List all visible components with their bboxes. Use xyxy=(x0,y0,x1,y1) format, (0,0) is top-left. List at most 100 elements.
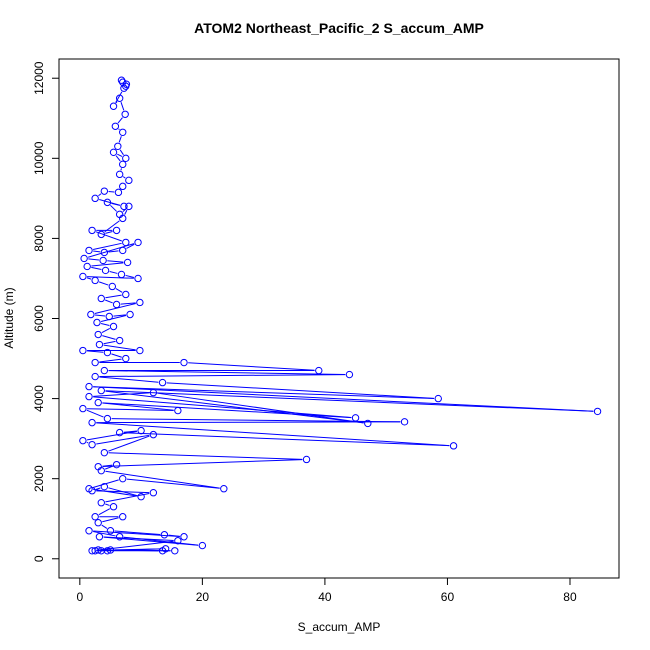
data-point xyxy=(91,547,99,555)
series-segment xyxy=(102,402,352,419)
data-point xyxy=(137,493,145,501)
data-point xyxy=(122,80,131,88)
data-point xyxy=(94,330,102,339)
series-segment xyxy=(86,409,104,418)
data-point xyxy=(87,310,95,319)
series-segment xyxy=(103,536,174,542)
series-segment xyxy=(105,470,220,489)
data-point xyxy=(101,266,110,275)
y-axis: 0 2000 4000 6000 8000 10000 12000 xyxy=(32,61,60,562)
data-point xyxy=(115,336,124,345)
data-point xyxy=(345,370,354,379)
data-point xyxy=(111,122,120,130)
chart-title: ATOM2 Northeast_Pacific_2 S_accum_AMP xyxy=(194,20,484,36)
data-point xyxy=(79,436,87,445)
y-tick-label: 0 xyxy=(32,555,46,562)
data-point xyxy=(106,527,115,535)
series-segment xyxy=(126,243,135,249)
data-point xyxy=(105,312,113,321)
data-point xyxy=(198,541,207,550)
data-point xyxy=(122,154,130,163)
series-segment xyxy=(117,117,123,124)
series-segment xyxy=(101,328,111,334)
data-point xyxy=(85,246,93,255)
series-segment xyxy=(125,274,135,278)
series-segment xyxy=(99,376,159,383)
series-segment xyxy=(86,277,92,280)
data-point xyxy=(174,406,182,415)
data-point xyxy=(100,482,109,491)
data-point xyxy=(103,414,112,423)
series-segment xyxy=(108,250,119,253)
series-segment xyxy=(115,101,118,104)
data-point xyxy=(97,230,105,239)
series-segment xyxy=(119,149,124,156)
data-point xyxy=(351,414,360,422)
data-point xyxy=(100,187,109,195)
series-segment xyxy=(110,204,118,212)
series-segment xyxy=(93,488,138,497)
data-point xyxy=(109,102,118,110)
series-segment xyxy=(166,382,435,399)
data-point xyxy=(149,489,158,497)
data-point xyxy=(91,513,99,521)
series-segment xyxy=(124,209,128,215)
data-point xyxy=(88,440,96,449)
series-segment xyxy=(99,358,122,363)
series-segment xyxy=(102,402,174,411)
data-point xyxy=(94,398,102,407)
series-segment xyxy=(105,230,113,234)
series-segment xyxy=(115,91,123,103)
series-segment xyxy=(122,176,126,179)
series-segment xyxy=(103,344,136,351)
series-segment xyxy=(105,493,150,503)
series-segment xyxy=(111,353,122,358)
y-tick-label: 6000 xyxy=(32,305,46,332)
data-point xyxy=(91,276,99,285)
series-segment xyxy=(117,153,123,157)
data-point xyxy=(109,148,118,157)
series-segment xyxy=(93,386,594,412)
series-segment xyxy=(103,340,116,345)
data-point xyxy=(122,238,130,247)
series-segment xyxy=(102,517,119,523)
series-segment xyxy=(96,422,450,447)
series-segment xyxy=(105,465,113,470)
data-point xyxy=(97,466,105,475)
series-segment xyxy=(108,452,303,460)
data-point xyxy=(119,128,127,136)
x-tick-label: 80 xyxy=(563,590,577,604)
x-axis-label: S_accum_AMP xyxy=(298,620,381,634)
data-point xyxy=(85,392,93,401)
data-point xyxy=(109,503,118,511)
series-segment xyxy=(99,374,346,378)
series-segment xyxy=(102,459,303,468)
data-point xyxy=(122,290,130,299)
series-segment xyxy=(113,314,126,317)
series-segment xyxy=(120,102,125,111)
x-axis: 0 20 40 60 80 xyxy=(76,577,577,604)
series-segment xyxy=(105,294,122,299)
data-point xyxy=(108,282,117,291)
data-point xyxy=(171,547,179,555)
data-point xyxy=(449,442,458,450)
series-layer xyxy=(79,76,602,555)
data-point xyxy=(79,404,87,413)
series-segment xyxy=(91,262,124,267)
series-segment xyxy=(87,408,174,412)
series-segment xyxy=(118,136,122,143)
y-tick-label: 2000 xyxy=(32,465,46,492)
series-segment xyxy=(86,441,89,444)
data-point xyxy=(97,294,105,303)
data-point xyxy=(434,394,442,403)
data-point xyxy=(119,214,127,223)
series-segment xyxy=(96,540,174,551)
data-point xyxy=(91,372,99,381)
data-point xyxy=(160,531,169,539)
data-point xyxy=(88,486,96,495)
data-point xyxy=(125,176,133,185)
series-segment xyxy=(91,266,102,271)
data-point xyxy=(121,110,129,118)
series-segment xyxy=(102,464,113,467)
series-segment xyxy=(94,302,136,314)
